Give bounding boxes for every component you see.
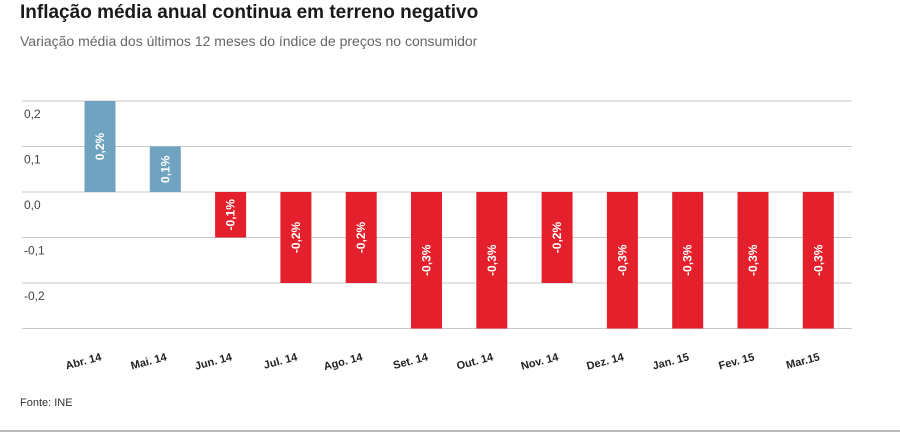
x-category-label: Out. 14: [455, 351, 495, 372]
bar: [280, 192, 312, 283]
chart-title: Inflação média anual continua em terreno…: [20, 2, 479, 23]
bar-value-label: -0,2%: [289, 222, 303, 254]
bar-value-label: -0,1%: [224, 199, 238, 231]
y-tick-label: 0,2: [24, 107, 41, 121]
bar-value-label: -0,3%: [746, 244, 760, 276]
bar: [411, 192, 442, 329]
bar-value-label: 0,2%: [93, 132, 107, 160]
bar-value-label: -0,3%: [681, 244, 695, 276]
source-note: Fonte: INE: [20, 397, 73, 409]
bar-value-label: -0,3%: [420, 244, 434, 276]
bar: [672, 192, 704, 329]
x-axis-labels: Abr. 14 Mai. 14 Jun. 14 Jul. 14 Ago. 14 Set. …: [64, 351, 821, 373]
bar-value-label: 0,1%: [158, 155, 172, 183]
bar-chart: 0,2 0,1 0,0 -0,1 -0,2 0,2% 0,1% -0,1% -0,2% -0,2…: [22, 100, 852, 373]
bar: [476, 192, 508, 329]
bar: [737, 192, 769, 329]
x-category-label: Jan. 15: [651, 351, 690, 372]
bar-value-label: -0,3%: [811, 244, 825, 276]
bar: [541, 192, 573, 283]
bar-value-label: -0,2%: [354, 222, 368, 254]
x-category-label: Dez. 14: [585, 351, 626, 373]
bars: 0,2% 0,1% -0,1% -0,2% -0,2% -0,3% -0,3% -0,2% -0…: [84, 101, 834, 329]
x-category-label: Jul. 14: [262, 351, 299, 372]
bar: [84, 101, 116, 192]
x-category-label: Fev. 15: [717, 351, 755, 372]
bar: [345, 192, 377, 283]
bar: [606, 192, 638, 329]
chart-subtitle: Variação média dos últimos 12 meses do í…: [20, 33, 478, 49]
bar: [215, 192, 247, 238]
bar: [149, 146, 181, 192]
x-category-label: Set. 14: [392, 351, 430, 372]
x-category-label: Mai. 14: [130, 351, 169, 372]
bar-value-label: -0,3%: [485, 244, 499, 276]
y-tick-label: -0,2: [24, 289, 45, 303]
x-category-label: Jun. 14: [194, 351, 235, 373]
x-category-label: Nov. 14: [520, 351, 561, 373]
y-tick-label: 0,0: [24, 198, 41, 212]
x-category-label: Ago. 14: [322, 351, 364, 373]
y-axis-ticks: 0,2 0,1 0,0 -0,1 -0,2: [24, 107, 45, 303]
x-category-label: Abr. 14: [64, 351, 103, 372]
x-category-label: Mar.15: [785, 351, 821, 371]
y-tick-label: -0,1: [24, 244, 45, 258]
bar: [802, 192, 834, 329]
bar-value-label: -0,3%: [615, 244, 629, 276]
y-tick-label: 0,1: [24, 153, 41, 167]
bottom-divider: [0, 430, 900, 432]
bar-value-label: -0,2%: [550, 222, 564, 254]
